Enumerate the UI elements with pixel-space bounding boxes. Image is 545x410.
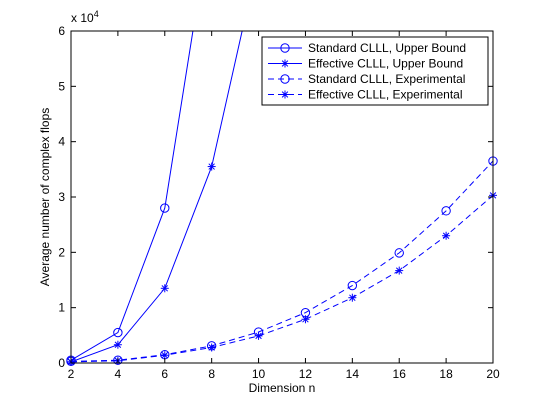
series-3-marker	[160, 351, 169, 360]
legend-entry-1: Effective CLLL, Upper Bound	[268, 57, 463, 71]
legend-marker-sample	[280, 43, 290, 53]
series-3-marker	[207, 343, 216, 352]
series-0-marker	[160, 203, 170, 213]
y-tick-label: 4	[58, 135, 65, 149]
y-axis-exponent-power: 4	[94, 9, 99, 19]
y-tick-label: 3	[58, 190, 65, 204]
y-axis-exponent-base: x 10	[71, 11, 94, 25]
y-tick-label: 1	[58, 301, 65, 315]
series-1-marker	[113, 340, 122, 349]
legend-entry-0: Standard CLLL, Upper Bound	[268, 41, 466, 55]
x-tick-label: 2	[68, 367, 75, 381]
series-3-marker	[348, 293, 357, 302]
legend-label: Standard CLLL, Upper Bound	[308, 41, 466, 55]
y-axis-label: Average number of complex flops	[38, 108, 52, 287]
series-3-marker	[301, 315, 310, 324]
x-tick-label: 18	[439, 367, 453, 381]
legend: Standard CLLL, Upper Bound Effective CLLL…	[261, 36, 489, 106]
series-line-2	[71, 160, 493, 362]
x-tick-label: 14	[346, 367, 360, 381]
legend-entry-3: Effective CLLL, Experimental	[268, 88, 463, 102]
x-tick-label: 16	[393, 367, 407, 381]
legend-label: Effective CLLL, Upper Bound	[308, 57, 463, 71]
y-tick-label: 5	[58, 79, 65, 93]
y-tick-label: 2	[58, 245, 65, 259]
x-tick-label: 20	[486, 367, 500, 381]
legend-entry-2: Standard CLLL, Experimental	[268, 72, 465, 86]
x-tick-label: 4	[115, 367, 122, 381]
series-2-marker	[394, 248, 404, 258]
series-3-marker	[254, 331, 263, 340]
series-2-marker	[441, 206, 451, 216]
series-line-0	[71, 31, 194, 361]
series-line-3	[71, 194, 493, 363]
x-tick-label: 8	[208, 367, 215, 381]
series-3-marker	[442, 231, 451, 240]
x-tick-label: 12	[299, 367, 313, 381]
x-tick-label: 6	[161, 367, 168, 381]
legend-marker-sample	[281, 59, 289, 68]
series-3-marker	[395, 266, 404, 275]
x-tick-label: 10	[252, 367, 266, 381]
legend-label: Effective CLLL, Experimental	[308, 88, 463, 102]
legend-label: Standard CLLL, Experimental	[308, 72, 465, 86]
y-axis-exponent: x 104	[71, 9, 99, 25]
legend-marker-sample	[281, 90, 289, 99]
x-axis-label: Dimension n	[249, 381, 316, 395]
axis-ticks	[70, 30, 494, 364]
series-2-marker	[347, 280, 358, 291]
y-tick-label: 0	[58, 356, 65, 370]
series-1-marker	[207, 162, 216, 171]
series-0-marker	[113, 327, 123, 338]
legend-marker-sample	[280, 74, 290, 84]
series-1-marker	[160, 284, 169, 293]
y-tick-label: 6	[58, 24, 65, 38]
